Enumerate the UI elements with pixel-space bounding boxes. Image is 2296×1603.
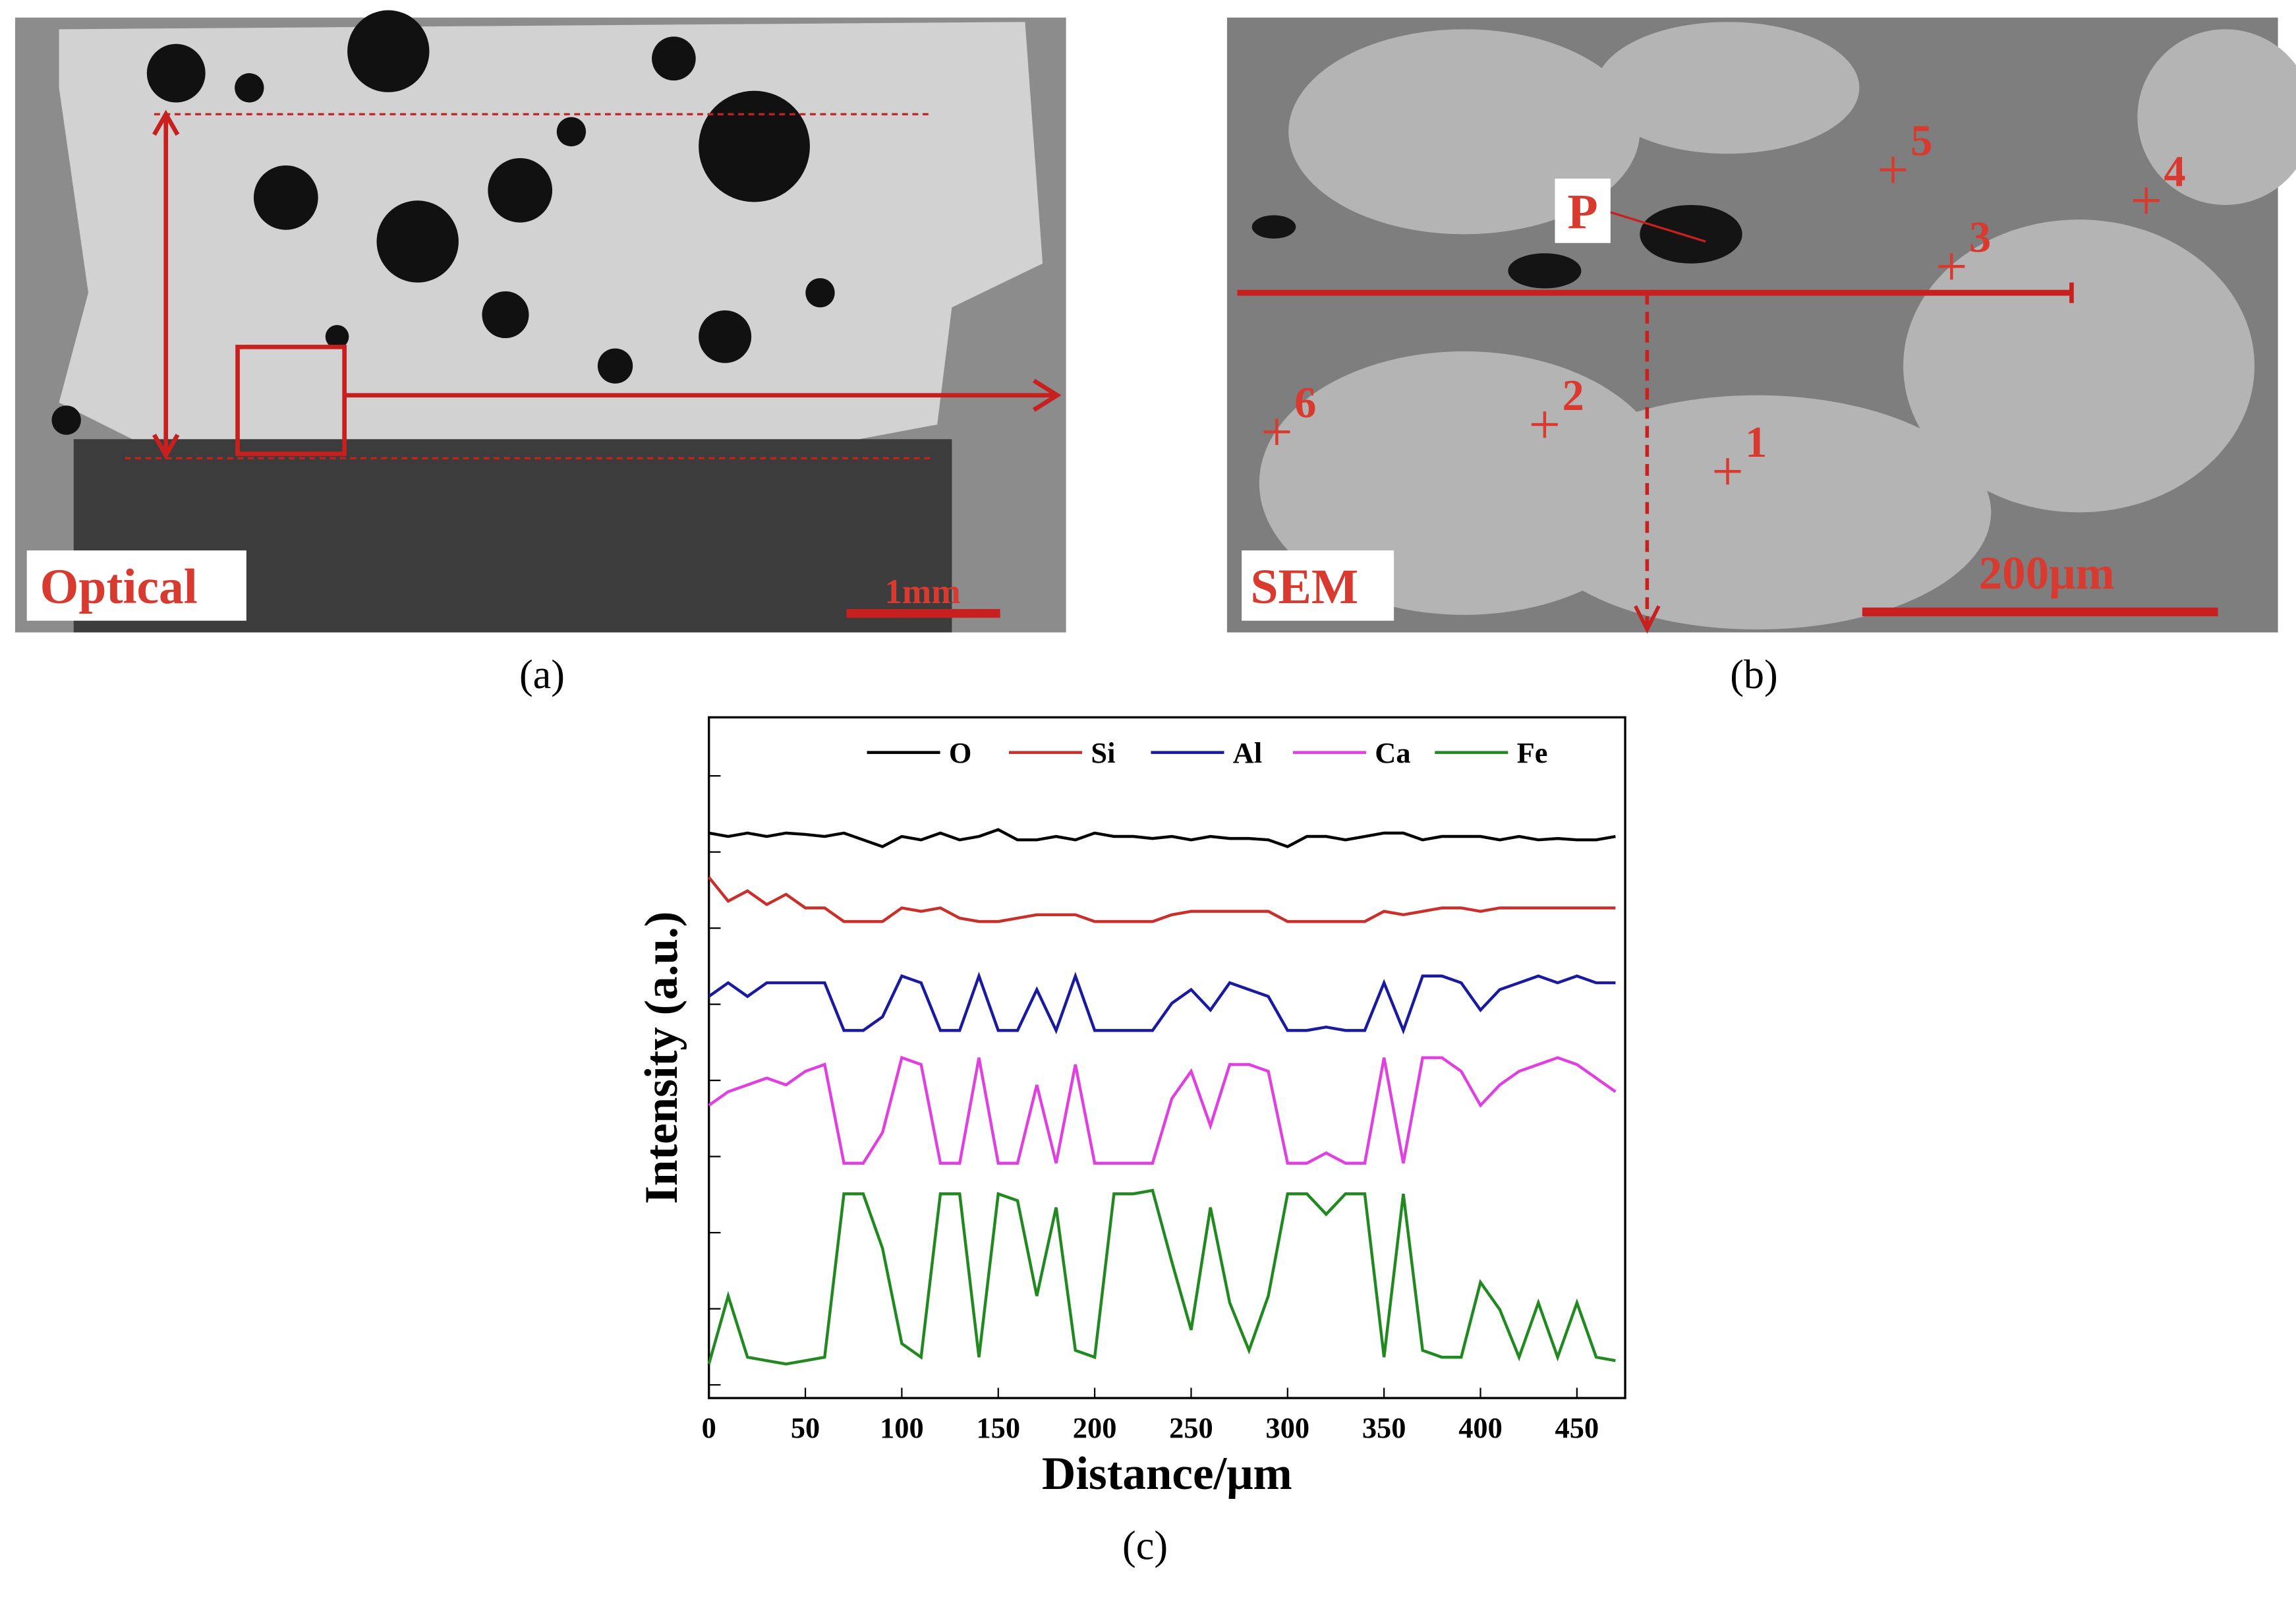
point-number: 3	[1969, 214, 1991, 262]
panel-caption: (a)	[519, 653, 565, 697]
point-number: 2	[1563, 372, 1584, 420]
sem-micrograph	[1226, 17, 2296, 634]
data-line	[708, 972, 1616, 1035]
point-marker	[1531, 411, 1558, 438]
point-number: 5	[1910, 117, 1932, 165]
point-marker	[1880, 156, 1907, 183]
x-tick-label: 400	[1458, 1411, 1503, 1444]
data-line	[708, 1055, 1617, 1165]
x-tick-label: 300	[1266, 1411, 1310, 1444]
x-tick-label: 350	[1362, 1411, 1406, 1444]
point-number: 4	[2164, 148, 2185, 196]
legend-label: Si	[1091, 736, 1115, 769]
point-label: P	[1568, 185, 1598, 239]
x-tick-label: 0	[702, 1411, 716, 1444]
x-tick-label: 450	[1555, 1411, 1599, 1444]
x-tick-label: 50	[791, 1411, 820, 1444]
x-tick-label: 250	[1169, 1411, 1213, 1444]
x-tick-label: 150	[976, 1411, 1020, 1444]
panel-caption: (b)	[1730, 653, 1778, 697]
point-marker	[1714, 458, 1741, 485]
caption: (c)	[1122, 1523, 1168, 1568]
panel-label: SEM	[1250, 560, 1358, 614]
legend-label: O	[949, 736, 972, 769]
legend-label: Al	[1233, 736, 1262, 769]
panel-label: Optical	[40, 560, 198, 614]
legend-label: Ca	[1375, 736, 1410, 769]
point-marker	[1938, 253, 1965, 280]
point-marker	[1263, 419, 1290, 446]
legend-label: Fe	[1517, 736, 1548, 769]
optical-micrograph	[14, 10, 1066, 633]
x-axis-label: Distance/μm	[1042, 1448, 1292, 1500]
point-number: 1	[1745, 419, 1767, 467]
y-axis-label: Intensity (a.u.)	[636, 912, 687, 1204]
data-line	[707, 876, 1616, 923]
scale-bar-label: 1mm	[884, 572, 960, 611]
data-line	[708, 828, 1616, 848]
data-line	[707, 1188, 1616, 1366]
x-tick-label: 200	[1073, 1411, 1117, 1444]
x-tick-label: 100	[880, 1411, 924, 1444]
scale-bar-label: 200μm	[1979, 548, 2115, 599]
point-marker	[2133, 187, 2160, 214]
point-number: 6	[1294, 379, 1316, 427]
chart-frame	[708, 716, 1626, 1399]
